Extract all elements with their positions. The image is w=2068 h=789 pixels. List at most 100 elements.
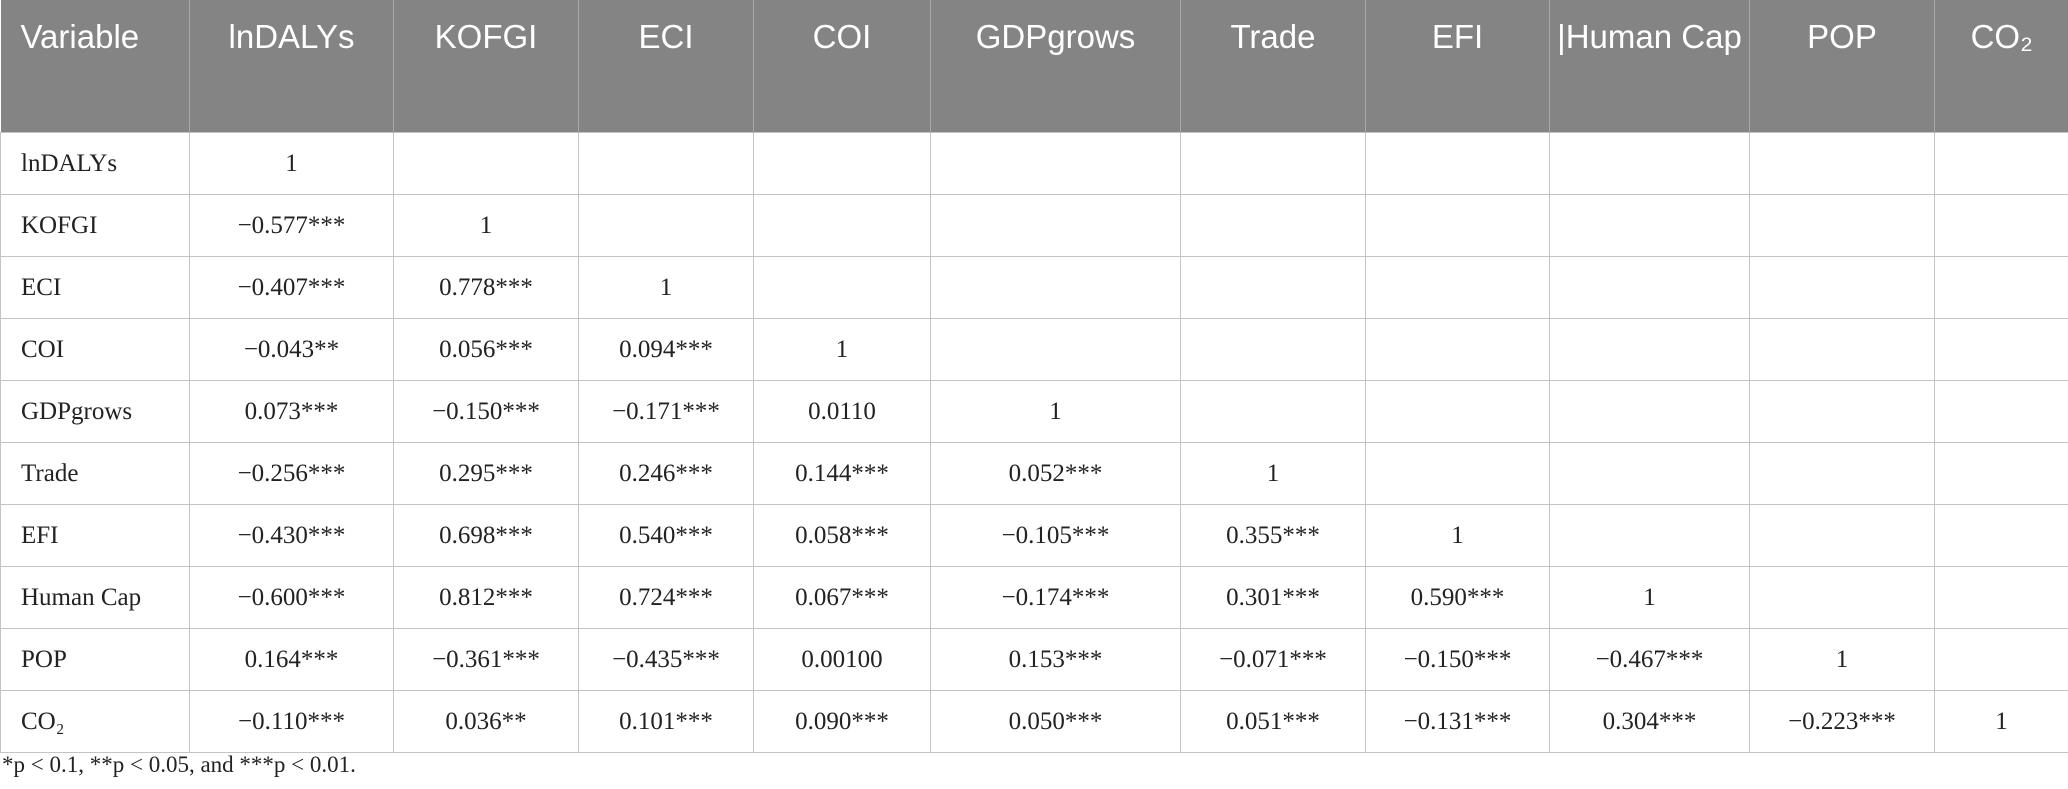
empty-cell [1365,256,1550,319]
empty-cell [1365,318,1550,381]
table-row: CO₂ −0.110*** 0.036** 0.101*** 0.090*** 0.050… [0,690,2068,753]
table-cell: 1 [1180,442,1366,505]
column-header: COI [753,0,931,133]
column-header: lnDALYs [189,0,394,133]
table-cell: 0.301*** [1180,566,1366,629]
empty-cell [1549,318,1750,381]
empty-cell [1549,194,1750,257]
empty-cell [1934,132,2068,195]
table-cell: 1 [1749,628,1935,691]
empty-cell [1180,318,1366,381]
empty-cell [1934,194,2068,257]
empty-cell [1749,442,1935,505]
empty-cell [1549,256,1750,319]
row-label: Trade [0,442,190,505]
table-cell: 1 [393,194,579,257]
row-label: CO₂ [0,690,190,753]
empty-cell [393,132,579,195]
empty-cell [1749,132,1935,195]
empty-cell [1549,504,1750,567]
column-header: KOFGI [393,0,579,133]
column-header: POP [1749,0,1935,133]
table-cell: 0.590*** [1365,566,1550,629]
column-header: EFI [1365,0,1550,133]
empty-cell [1549,442,1750,505]
empty-cell [1934,442,2068,505]
empty-cell [1180,194,1366,257]
empty-cell [1365,194,1550,257]
table-row: COI −0.043** 0.056*** 0.094*** 1 [0,318,2068,381]
empty-cell [1180,256,1366,319]
row-label: KOFGI [0,194,190,257]
table-cell: 1 [189,132,394,195]
empty-cell [753,132,931,195]
empty-cell [1365,380,1550,443]
correlation-table: Variable lnDALYs KOFGI ECI COI GDPgrows Trade E… [0,0,2068,753]
table-cell: −0.407*** [189,256,394,319]
table-cell: −0.467*** [1549,628,1750,691]
table-cell: −0.256*** [189,442,394,505]
table-cell: −0.105*** [930,504,1181,567]
table-row: lnDALYs 1 [0,132,2068,195]
table-cell: −0.131*** [1365,690,1550,753]
empty-cell [930,318,1181,381]
empty-cell [1934,380,2068,443]
empty-cell [1180,132,1366,195]
table-cell: −0.577*** [189,194,394,257]
table-cell: 0.304*** [1549,690,1750,753]
table-cell: 0.153*** [930,628,1181,691]
table-row: Trade −0.256*** 0.295*** 0.246*** 0.144*** 0.… [0,442,2068,505]
empty-cell [1749,380,1935,443]
column-header: ECI [578,0,754,133]
table-cell: 1 [578,256,754,319]
empty-cell [1749,194,1935,257]
empty-cell [1180,380,1366,443]
empty-cell [930,256,1181,319]
table-cell: 0.052*** [930,442,1181,505]
table-cell: 0.724*** [578,566,754,629]
table-cell: 1 [753,318,931,381]
table-cell: 0.698*** [393,504,579,567]
table-cell: 1 [1549,566,1750,629]
table-cell: −0.361*** [393,628,579,691]
table-cell: −0.435*** [578,628,754,691]
row-label: COI [0,318,190,381]
table-cell: −0.071*** [1180,628,1366,691]
table-cell: 0.0110 [753,380,931,443]
empty-cell [1934,566,2068,629]
empty-cell [930,194,1181,257]
table-cell: 0.036** [393,690,579,753]
empty-cell [1749,504,1935,567]
header-row: Variable lnDALYs KOFGI ECI COI GDPgrows Trade E… [0,0,2068,133]
table-cell: −0.110*** [189,690,394,753]
table-cell: −0.600*** [189,566,394,629]
empty-cell [1934,628,2068,691]
table-cell: −0.223*** [1749,690,1935,753]
column-header: GDPgrows [930,0,1181,133]
table-row: GDPgrows 0.073*** −0.150*** −0.171*** 0.0110… [0,380,2068,443]
table-cell: 0.090*** [753,690,931,753]
table-cell: 0.355*** [1180,504,1366,567]
empty-cell [1549,132,1750,195]
table-cell: −0.043** [189,318,394,381]
table-cell: 0.778*** [393,256,579,319]
table-cell: −0.150*** [1365,628,1550,691]
table-cell: 0.812*** [393,566,579,629]
row-label: Human Cap [0,566,190,629]
table-cell: 0.058*** [753,504,931,567]
table-row: EFI −0.430*** 0.698*** 0.540*** 0.058*** −0.1… [0,504,2068,567]
row-label: ECI [0,256,190,319]
empty-cell [1365,442,1550,505]
table-cell: 0.101*** [578,690,754,753]
table-cell: 1 [930,380,1181,443]
empty-cell [1934,504,2068,567]
table-cell: −0.150*** [393,380,579,443]
table-cell: 0.051*** [1180,690,1366,753]
column-header: |Human Cap [1549,0,1750,133]
table-cell: −0.174*** [930,566,1181,629]
empty-cell [753,256,931,319]
empty-cell [1934,318,2068,381]
empty-cell [1749,318,1935,381]
table-cell: 0.246*** [578,442,754,505]
